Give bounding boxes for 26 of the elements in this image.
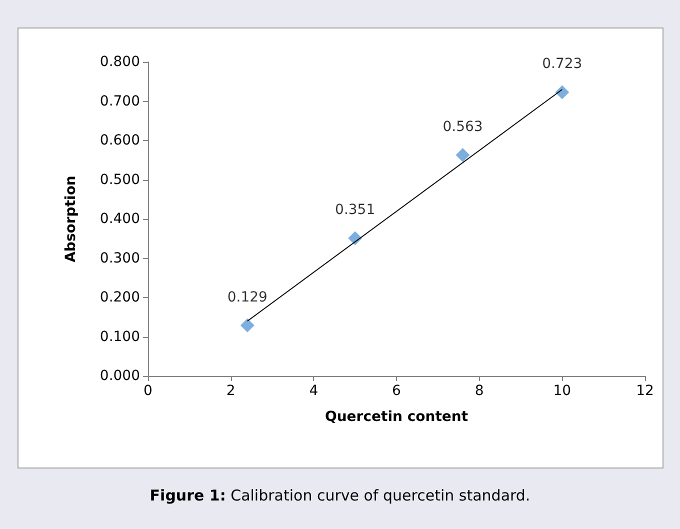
point bbox=[555, 85, 570, 100]
data-label: 0.351 bbox=[335, 202, 376, 218]
point bbox=[240, 318, 254, 332]
x-tick-label: 10 bbox=[553, 383, 572, 399]
y-tick-label: 0.500 bbox=[100, 172, 140, 188]
y-tick-label: 0.300 bbox=[100, 250, 140, 266]
y-tick-label: 0.600 bbox=[100, 132, 140, 148]
x-tick-label: 4 bbox=[309, 383, 318, 399]
data-label: 0.129 bbox=[227, 289, 268, 306]
x-tick-label: 6 bbox=[392, 383, 402, 399]
x-axis-title: Quercetin content bbox=[324, 409, 468, 425]
y-tick-label: 0.700 bbox=[100, 93, 140, 110]
data-label: 0.563 bbox=[442, 119, 483, 136]
y-axis-title: Absorption bbox=[63, 176, 79, 262]
y-tick-label: 0.400 bbox=[100, 211, 140, 227]
y-tick-label: 0.200 bbox=[100, 290, 140, 306]
y-tick-label: 0.000 bbox=[100, 368, 140, 384]
x-tick-label: 8 bbox=[474, 383, 484, 399]
data-label: 0.723 bbox=[542, 56, 582, 72]
x-tick-label: 0 bbox=[144, 383, 152, 399]
point bbox=[456, 148, 470, 162]
caption: Figure 1: Calibration curve of quercetin standard. bbox=[150, 486, 530, 504]
x-tick-label: 2 bbox=[226, 383, 236, 399]
y-tick-label: 0.100 bbox=[100, 328, 140, 345]
y-tick-label: 0.800 bbox=[100, 54, 140, 70]
x-tick-label: 12 bbox=[636, 383, 654, 399]
